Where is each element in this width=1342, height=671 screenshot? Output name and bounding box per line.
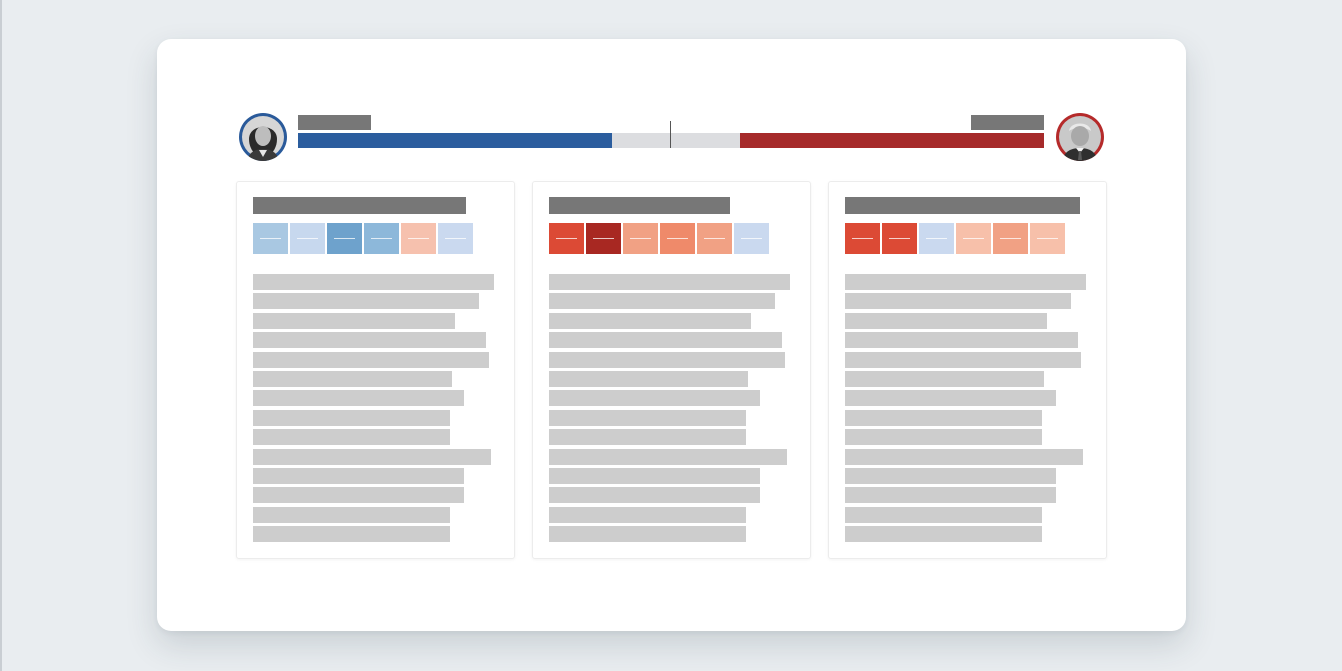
text-line-placeholder — [549, 429, 746, 446]
tally-bar-blue — [298, 133, 612, 148]
text-line-placeholder — [845, 526, 1042, 543]
text-line-placeholder — [845, 312, 1047, 329]
text-line-placeholder — [253, 429, 450, 446]
text-line-placeholder — [253, 448, 491, 465]
left-candidate-avatar — [239, 113, 287, 161]
text-line-placeholder — [845, 506, 1042, 523]
state-tile — [956, 223, 991, 254]
result-column — [828, 181, 1107, 559]
text-line-placeholder — [549, 467, 760, 484]
state-tile — [1030, 223, 1065, 254]
right-candidate-name — [971, 115, 1044, 130]
text-line-placeholder — [549, 293, 775, 310]
text-line-placeholder — [845, 467, 1056, 484]
text-line-placeholder — [845, 390, 1056, 407]
text-line-placeholder — [845, 448, 1083, 465]
text-line-placeholder — [549, 332, 782, 349]
column-title — [549, 197, 730, 214]
column-title — [253, 197, 466, 214]
state-tiles — [549, 223, 769, 254]
state-tile — [327, 223, 362, 254]
tally-bar-red — [740, 133, 1044, 148]
text-line-placeholder — [549, 526, 746, 543]
text-line-placeholder — [845, 332, 1078, 349]
state-tile — [882, 223, 917, 254]
state-tile — [993, 223, 1028, 254]
text-line-placeholder — [845, 370, 1044, 387]
text-line-placeholder — [549, 370, 748, 387]
state-tile — [401, 223, 436, 254]
text-line-placeholder — [549, 409, 746, 426]
text-line-placeholder — [253, 467, 464, 484]
window-edge — [0, 0, 2, 671]
state-tile — [660, 223, 695, 254]
text-line-placeholder — [549, 351, 785, 368]
state-tile — [253, 223, 288, 254]
text-line-placeholder — [253, 506, 450, 523]
state-tile — [438, 223, 473, 254]
text-line-placeholder — [845, 487, 1056, 504]
result-column — [236, 181, 515, 559]
text-line-placeholder — [549, 487, 760, 504]
state-tile — [845, 223, 880, 254]
text-line-placeholder — [253, 351, 489, 368]
text-lines — [253, 274, 494, 545]
left-candidate-name — [298, 115, 371, 130]
text-line-placeholder — [253, 312, 455, 329]
portrait-photo-icon — [242, 116, 284, 161]
text-line-placeholder — [845, 274, 1086, 290]
text-line-placeholder — [253, 293, 479, 310]
tally-bar-uncalled — [612, 133, 740, 148]
state-tile — [586, 223, 621, 254]
text-line-placeholder — [253, 487, 464, 504]
state-tile — [364, 223, 399, 254]
right-candidate-avatar — [1056, 113, 1104, 161]
state-tile — [290, 223, 325, 254]
state-tiles — [845, 223, 1065, 254]
text-line-placeholder — [253, 390, 464, 407]
state-tile — [549, 223, 584, 254]
text-line-placeholder — [549, 274, 790, 290]
state-tile — [623, 223, 658, 254]
text-line-placeholder — [253, 370, 452, 387]
text-line-placeholder — [845, 429, 1042, 446]
text-line-placeholder — [253, 274, 494, 290]
state-tile — [919, 223, 954, 254]
text-line-placeholder — [253, 526, 450, 543]
state-tile — [697, 223, 732, 254]
column-title — [845, 197, 1080, 214]
text-line-placeholder — [845, 409, 1042, 426]
majority-marker — [670, 121, 671, 148]
text-lines — [845, 274, 1086, 545]
state-tile — [734, 223, 769, 254]
text-line-placeholder — [845, 351, 1081, 368]
text-lines — [549, 274, 790, 545]
portrait-photo-icon — [1059, 116, 1101, 161]
text-line-placeholder — [549, 448, 787, 465]
text-line-placeholder — [549, 390, 760, 407]
result-column — [532, 181, 811, 559]
text-line-placeholder — [253, 409, 450, 426]
text-line-placeholder — [845, 293, 1071, 310]
text-line-placeholder — [549, 506, 746, 523]
state-tiles — [253, 223, 473, 254]
text-line-placeholder — [549, 312, 751, 329]
text-line-placeholder — [253, 332, 486, 349]
